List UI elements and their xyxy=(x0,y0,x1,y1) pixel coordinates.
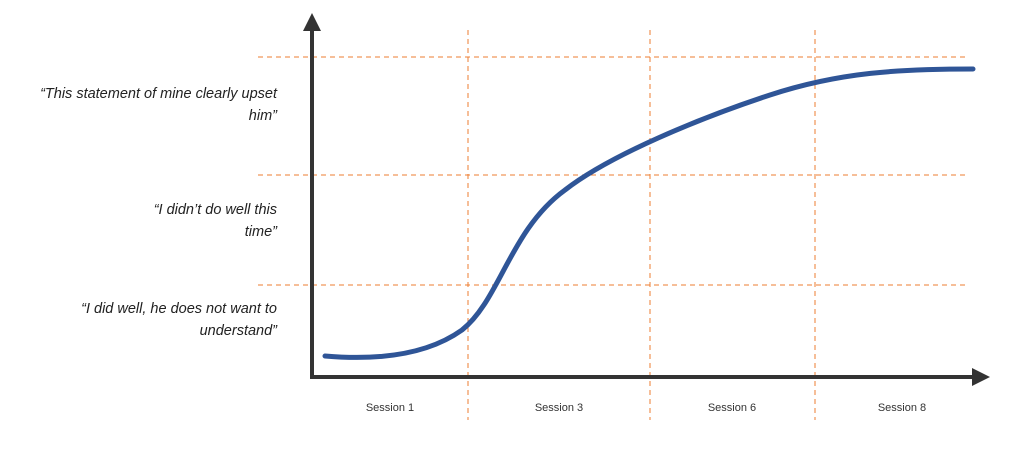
y-label: “I didn’t do well this xyxy=(154,202,277,218)
axes xyxy=(303,13,990,386)
x-label: Session 8 xyxy=(878,402,926,414)
x-label: Session 3 xyxy=(535,402,583,414)
x-arrow xyxy=(972,368,990,386)
y-label: understand” xyxy=(200,323,279,339)
x-label: Session 1 xyxy=(366,402,414,414)
grid xyxy=(258,30,968,420)
y-label: him” xyxy=(249,108,278,124)
y-label: time” xyxy=(245,224,278,240)
progress-curve xyxy=(322,66,976,360)
y-label: “This statement of mine clearly upset xyxy=(40,86,278,102)
y-label: “I did well, he does not want to xyxy=(81,301,277,317)
x-labels: Session 1 Session 3 Session 6 Session 8 xyxy=(366,402,926,414)
y-arrow xyxy=(303,13,321,31)
x-label: Session 6 xyxy=(708,402,756,414)
y-labels: “I did well, he does not want to understa… xyxy=(40,86,278,339)
